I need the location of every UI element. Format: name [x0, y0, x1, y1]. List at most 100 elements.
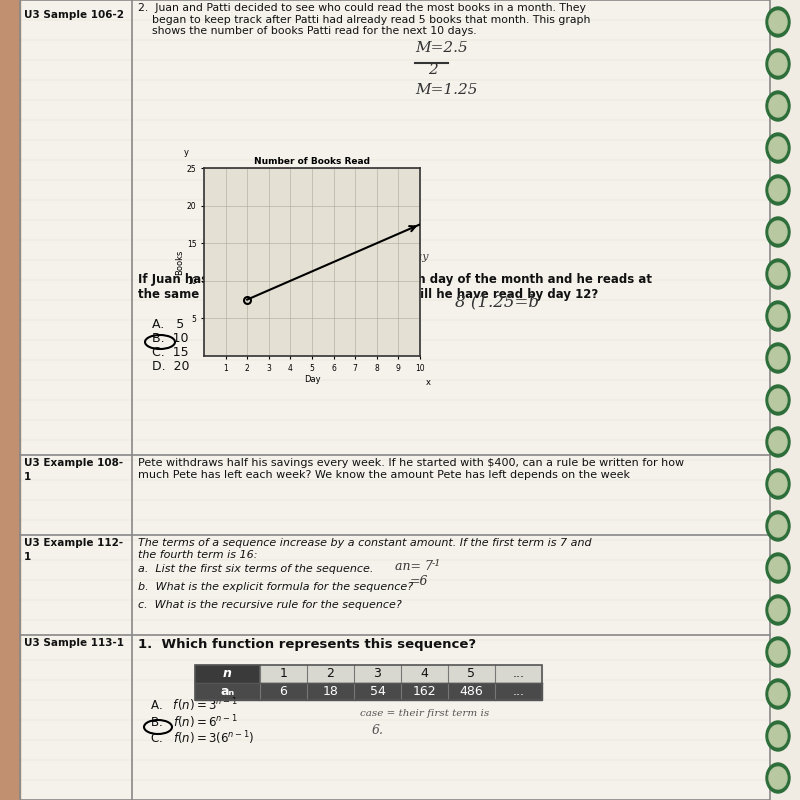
Ellipse shape [769, 389, 787, 411]
Ellipse shape [766, 385, 790, 415]
Text: C.  15: C. 15 [152, 346, 189, 359]
Text: U3 Sample 106-2: U3 Sample 106-2 [24, 10, 124, 20]
Text: ...: ... [513, 667, 525, 680]
Ellipse shape [769, 515, 787, 537]
Ellipse shape [769, 137, 787, 159]
Text: y: y [184, 149, 190, 158]
Ellipse shape [766, 637, 790, 667]
Text: 1.  Which function represents this sequence?: 1. Which function represents this sequen… [138, 638, 476, 651]
Ellipse shape [766, 721, 790, 751]
Ellipse shape [769, 263, 787, 285]
X-axis label: Day: Day [304, 375, 320, 385]
Text: U3 Sample 113-1: U3 Sample 113-1 [24, 638, 124, 648]
Ellipse shape [769, 599, 787, 621]
Ellipse shape [766, 91, 790, 121]
Text: 6.: 6. [372, 724, 384, 737]
Text: U3 Example 108-: U3 Example 108- [24, 458, 123, 468]
Text: 1: 1 [279, 667, 287, 680]
Text: ...: ... [513, 685, 525, 698]
Text: If Juan has read no books before the fourth day of the month and he reads at
the: If Juan has read no books before the fou… [138, 273, 652, 301]
Text: c.  What is the recursive rule for the sequence?: c. What is the recursive rule for the se… [138, 600, 402, 610]
Text: b.  What is the explicit formula for the sequence?: b. What is the explicit formula for the … [138, 582, 413, 592]
Text: -1: -1 [432, 559, 442, 568]
Text: A.   5: A. 5 [152, 318, 184, 331]
Ellipse shape [769, 53, 787, 75]
Text: B.  10: B. 10 [152, 332, 189, 345]
Text: 486: 486 [460, 685, 483, 698]
Ellipse shape [766, 763, 790, 793]
Bar [448, 665, 495, 682]
Text: 3: 3 [374, 667, 382, 680]
Text: Pete withdraws half his savings every week. If he started with $400, can a rule : Pete withdraws half his savings every we… [138, 458, 684, 480]
Text: 6: 6 [279, 685, 287, 698]
Ellipse shape [769, 641, 787, 663]
Y-axis label: Books: Books [175, 250, 184, 274]
Text: The terms of a sequence increase by a constant amount. If the first term is 7 an: The terms of a sequence increase by a co… [138, 538, 592, 560]
Bar [495, 665, 542, 682]
Text: an= 7: an= 7 [395, 560, 433, 573]
Bar [354, 665, 401, 682]
Bar [495, 682, 542, 700]
Text: 2.  Juan and Patti decided to see who could read the most books in a month. They: 2. Juan and Patti decided to see who cou… [138, 3, 590, 36]
Text: x: x [426, 378, 431, 387]
Ellipse shape [766, 679, 790, 709]
Bar [354, 682, 401, 700]
Text: n: n [223, 667, 232, 680]
Ellipse shape [766, 175, 790, 205]
Text: aₙ: aₙ [221, 685, 234, 698]
Ellipse shape [769, 725, 787, 747]
Bar [307, 665, 354, 682]
Ellipse shape [766, 217, 790, 247]
Text: 54: 54 [370, 685, 386, 698]
Text: 1: 1 [24, 472, 31, 482]
Text: 8 (1.25=b: 8 (1.25=b [455, 293, 539, 310]
Text: M=2.5: M=2.5 [415, 41, 468, 55]
Ellipse shape [769, 11, 787, 33]
Text: 4: 4 [421, 667, 429, 680]
Ellipse shape [769, 95, 787, 117]
Ellipse shape [769, 347, 787, 369]
Text: C.   $f(n) = 3(6^{n-1})$: C. $f(n) = 3(6^{n-1})$ [150, 729, 254, 746]
Ellipse shape [769, 431, 787, 453]
Ellipse shape [766, 7, 790, 37]
Text: B.   $f(n) = 6^{n-1}$: B. $f(n) = 6^{n-1}$ [150, 713, 238, 730]
Text: 162: 162 [413, 685, 436, 698]
Bar [195, 682, 260, 700]
Ellipse shape [766, 511, 790, 541]
Ellipse shape [766, 343, 790, 373]
Bar [401, 682, 448, 700]
Bar [0, 0, 20, 800]
Text: 2: 2 [428, 63, 438, 77]
Text: readd  8 day: readd 8 day [358, 252, 429, 262]
Text: M=1.25: M=1.25 [415, 83, 478, 97]
Ellipse shape [766, 469, 790, 499]
Text: a.  List the first six terms of the sequence.: a. List the first six terms of the seque… [138, 564, 374, 574]
Text: 18: 18 [322, 685, 338, 698]
Bar [260, 682, 307, 700]
Text: A.   $f(n) = 3^{n-1}$: A. $f(n) = 3^{n-1}$ [150, 696, 238, 714]
Text: 1: 1 [24, 552, 31, 562]
Ellipse shape [769, 305, 787, 327]
Bar [260, 665, 307, 682]
Ellipse shape [769, 557, 787, 579]
Text: 5: 5 [467, 667, 475, 680]
Bar [401, 665, 448, 682]
Bar [307, 682, 354, 700]
Text: startd @day 4: startd @day 4 [340, 238, 419, 248]
Bar [195, 665, 542, 700]
Bar [195, 665, 260, 682]
Ellipse shape [766, 595, 790, 625]
Text: D.  20: D. 20 [152, 360, 190, 373]
Ellipse shape [769, 473, 787, 495]
Title: Number of Books Read: Number of Books Read [254, 157, 370, 166]
Ellipse shape [766, 301, 790, 331]
Ellipse shape [769, 767, 787, 789]
Bar [195, 665, 542, 700]
Ellipse shape [766, 259, 790, 289]
Ellipse shape [766, 133, 790, 163]
Ellipse shape [769, 683, 787, 705]
Text: case = their first term is: case = their first term is [360, 709, 490, 718]
Ellipse shape [769, 179, 787, 201]
Text: U3 Example 112-: U3 Example 112- [24, 538, 123, 548]
Ellipse shape [766, 427, 790, 457]
